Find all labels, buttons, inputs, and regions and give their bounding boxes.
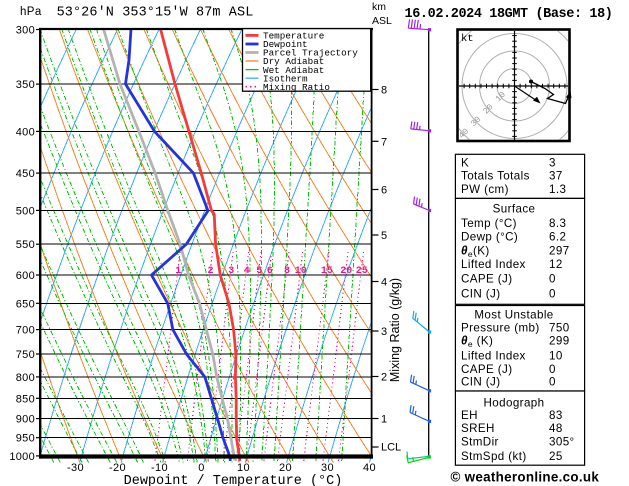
- svg-text:15: 15: [321, 266, 333, 277]
- svg-text:Temp (°C): Temp (°C): [461, 217, 517, 230]
- svg-text:350: 350: [16, 79, 35, 91]
- svg-text:950: 950: [16, 433, 35, 445]
- svg-text:12: 12: [549, 258, 563, 271]
- svg-text:0: 0: [549, 287, 556, 300]
- svg-text:1: 1: [175, 266, 181, 277]
- svg-text:Wet Adiabat: Wet Adiabat: [263, 65, 324, 76]
- svg-text:3: 3: [549, 156, 556, 169]
- svg-text:Hodograph: Hodograph: [484, 397, 545, 410]
- svg-text:-30: -30: [67, 462, 84, 474]
- svg-text:1.3: 1.3: [549, 183, 566, 196]
- svg-text:750: 750: [549, 322, 570, 335]
- svg-text:Mixing Ratio (g/kg): Mixing Ratio (g/kg): [388, 278, 402, 382]
- svg-text:25: 25: [549, 450, 563, 463]
- svg-text:1000: 1000: [9, 451, 35, 463]
- svg-text:Lifted Index: Lifted Index: [461, 258, 526, 271]
- svg-text:CIN (J): CIN (J): [461, 287, 501, 300]
- svg-text:850: 850: [16, 393, 35, 405]
- svg-text:6.2: 6.2: [549, 231, 566, 244]
- svg-text:900: 900: [16, 414, 35, 426]
- svg-text:km: km: [372, 1, 386, 13]
- svg-text:2: 2: [381, 372, 387, 384]
- svg-text:10: 10: [237, 462, 250, 474]
- svg-text:-10: -10: [151, 462, 168, 474]
- svg-text:Most Unstable: Most Unstable: [474, 308, 553, 321]
- svg-text:PW (cm): PW (cm): [461, 183, 509, 196]
- svg-text:2: 2: [207, 266, 213, 277]
- svg-text:LCL: LCL: [381, 442, 401, 454]
- svg-text:400: 400: [16, 126, 35, 138]
- svg-text:StmDir: StmDir: [461, 436, 499, 449]
- svg-text:297: 297: [549, 245, 570, 258]
- svg-text:3: 3: [228, 266, 234, 277]
- svg-text:450: 450: [16, 168, 35, 180]
- svg-text:299: 299: [549, 334, 570, 347]
- svg-text:Dewpoint: Dewpoint: [263, 39, 308, 50]
- svg-text:4: 4: [381, 277, 387, 289]
- svg-text:1: 1: [381, 414, 387, 426]
- svg-text:650: 650: [16, 298, 35, 310]
- svg-text:Dewpoint / Temperature (°C): Dewpoint / Temperature (°C): [124, 474, 343, 486]
- svg-text:CAPE (J): CAPE (J): [461, 272, 513, 285]
- svg-text:EH: EH: [461, 409, 478, 422]
- svg-text:6: 6: [381, 185, 387, 197]
- svg-text:48: 48: [549, 422, 563, 435]
- svg-text:0: 0: [549, 376, 556, 389]
- svg-text:6: 6: [267, 266, 273, 277]
- svg-text:550: 550: [16, 239, 35, 251]
- svg-text:53°26'N 353°15'W 87m ASL: 53°26'N 353°15'W 87m ASL: [57, 6, 254, 21]
- svg-text:θe(K): θe(K): [461, 245, 490, 260]
- svg-text:25: 25: [356, 266, 368, 277]
- svg-text:0: 0: [549, 272, 556, 285]
- svg-text:kt: kt: [461, 33, 474, 45]
- svg-text:ASL: ASL: [372, 15, 392, 27]
- svg-text:K: K: [461, 156, 469, 169]
- svg-text:500: 500: [16, 205, 35, 217]
- svg-text:305°: 305°: [549, 436, 575, 449]
- svg-text:800: 800: [16, 372, 35, 384]
- svg-text:Dewp (°C): Dewp (°C): [461, 231, 518, 244]
- svg-text:20: 20: [279, 462, 292, 474]
- svg-text:Totals Totals: Totals Totals: [461, 169, 530, 182]
- svg-text:Surface: Surface: [493, 203, 536, 216]
- svg-text:7: 7: [381, 136, 387, 148]
- svg-text:hPa: hPa: [20, 6, 42, 18]
- svg-text:-20: -20: [109, 462, 126, 474]
- svg-text:0: 0: [198, 462, 205, 474]
- svg-text:8.3: 8.3: [549, 217, 566, 230]
- svg-text:37: 37: [549, 169, 563, 182]
- svg-text:5: 5: [256, 266, 262, 277]
- svg-text:10: 10: [295, 266, 307, 277]
- svg-text:83: 83: [549, 409, 563, 422]
- svg-text:700: 700: [16, 325, 35, 337]
- svg-text:CAPE (J): CAPE (J): [461, 363, 513, 376]
- svg-text:300: 300: [16, 25, 35, 37]
- svg-text:30: 30: [321, 462, 334, 474]
- svg-text:20: 20: [340, 266, 352, 277]
- svg-text:Mixing Ratio: Mixing Ratio: [263, 82, 330, 93]
- svg-text:CIN (J): CIN (J): [461, 376, 501, 389]
- svg-text:600: 600: [16, 270, 35, 282]
- svg-text:θe (K): θe (K): [461, 334, 493, 349]
- svg-text:8: 8: [284, 266, 290, 277]
- svg-text:SREH: SREH: [461, 422, 495, 435]
- svg-text:Lifted Index: Lifted Index: [461, 350, 526, 363]
- svg-text:Isotherm: Isotherm: [263, 73, 308, 84]
- svg-text:StmSpd (kt): StmSpd (kt): [461, 450, 527, 463]
- svg-text:0: 0: [549, 363, 556, 376]
- svg-text:10: 10: [549, 350, 563, 363]
- svg-text:16.02.2024 18GMT (Base: 18): 16.02.2024 18GMT (Base: 18): [405, 7, 613, 22]
- svg-text:3: 3: [381, 326, 387, 338]
- svg-text:750: 750: [16, 349, 35, 361]
- svg-text:© weatheronline.co.uk: © weatheronline.co.uk: [451, 470, 600, 485]
- svg-text:Temperature: Temperature: [263, 31, 324, 42]
- svg-text:Parcel Trajectory: Parcel Trajectory: [263, 48, 358, 59]
- svg-text:40: 40: [363, 462, 376, 474]
- svg-text:Pressure (mb): Pressure (mb): [461, 322, 540, 335]
- svg-text:4: 4: [244, 266, 250, 277]
- svg-text:5: 5: [381, 230, 387, 242]
- svg-text:Dry Adiabat: Dry Adiabat: [263, 56, 324, 67]
- svg-text:8: 8: [381, 85, 387, 97]
